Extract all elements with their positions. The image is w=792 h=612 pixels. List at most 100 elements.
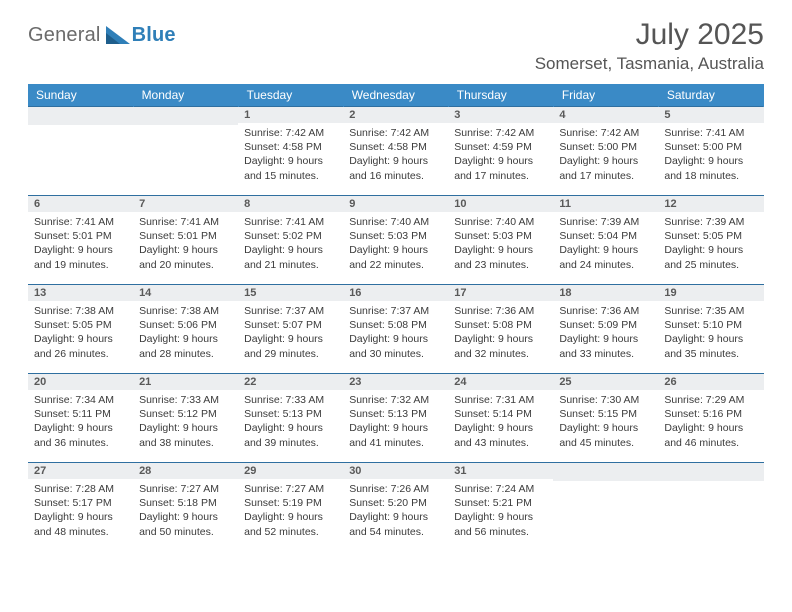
location-subtitle: Somerset, Tasmania, Australia (535, 54, 764, 74)
sunrise-line: Sunrise: 7:42 AM (454, 126, 547, 140)
brand-text-1: General (28, 24, 101, 47)
calendar-cell: 1Sunrise: 7:42 AMSunset: 4:58 PMDaylight… (238, 107, 343, 196)
day-number: 27 (28, 463, 133, 479)
day-number: 5 (658, 107, 763, 123)
brand-logo: General Blue (28, 18, 176, 47)
calendar-week-row: 20Sunrise: 7:34 AMSunset: 5:11 PMDayligh… (28, 374, 764, 463)
sunset-line: Sunset: 5:01 PM (139, 229, 232, 243)
daynum-bar-empty (553, 463, 658, 481)
weekday-header: Friday (553, 84, 658, 107)
calendar-cell: 31Sunrise: 7:24 AMSunset: 5:21 PMDayligh… (448, 463, 553, 552)
calendar-cell: 8Sunrise: 7:41 AMSunset: 5:02 PMDaylight… (238, 196, 343, 285)
calendar-cell: 13Sunrise: 7:38 AMSunset: 5:05 PMDayligh… (28, 285, 133, 374)
daylight-line: Daylight: 9 hours and 54 minutes. (349, 510, 442, 538)
sunset-line: Sunset: 5:03 PM (454, 229, 547, 243)
sunrise-line: Sunrise: 7:33 AM (244, 393, 337, 407)
sunrise-line: Sunrise: 7:36 AM (454, 304, 547, 318)
sunset-line: Sunset: 5:13 PM (349, 407, 442, 421)
weekday-header: Wednesday (343, 84, 448, 107)
day-number: 10 (448, 196, 553, 212)
day-number: 15 (238, 285, 343, 301)
day-number: 14 (133, 285, 238, 301)
daynum-bar-empty (658, 463, 763, 481)
daylight-line: Daylight: 9 hours and 25 minutes. (664, 243, 757, 271)
daylight-line: Daylight: 9 hours and 21 minutes. (244, 243, 337, 271)
day-number: 9 (343, 196, 448, 212)
sunset-line: Sunset: 5:00 PM (559, 140, 652, 154)
day-details: Sunrise: 7:42 AMSunset: 4:58 PMDaylight:… (343, 123, 448, 183)
sunset-line: Sunset: 4:58 PM (349, 140, 442, 154)
daynum-bar-empty (133, 107, 238, 125)
sunset-line: Sunset: 5:11 PM (34, 407, 127, 421)
sunrise-line: Sunrise: 7:41 AM (664, 126, 757, 140)
calendar-cell: 6Sunrise: 7:41 AMSunset: 5:01 PMDaylight… (28, 196, 133, 285)
sunset-line: Sunset: 4:59 PM (454, 140, 547, 154)
calendar-cell: 20Sunrise: 7:34 AMSunset: 5:11 PMDayligh… (28, 374, 133, 463)
sunset-line: Sunset: 5:14 PM (454, 407, 547, 421)
weekday-header: Sunday (28, 84, 133, 107)
daylight-line: Daylight: 9 hours and 18 minutes. (664, 154, 757, 182)
calendar-cell (28, 107, 133, 196)
calendar-cell: 21Sunrise: 7:33 AMSunset: 5:12 PMDayligh… (133, 374, 238, 463)
day-details: Sunrise: 7:32 AMSunset: 5:13 PMDaylight:… (343, 390, 448, 450)
daylight-line: Daylight: 9 hours and 22 minutes. (349, 243, 442, 271)
day-number: 8 (238, 196, 343, 212)
daylight-line: Daylight: 9 hours and 52 minutes. (244, 510, 337, 538)
day-details: Sunrise: 7:42 AMSunset: 4:58 PMDaylight:… (238, 123, 343, 183)
day-details: Sunrise: 7:40 AMSunset: 5:03 PMDaylight:… (448, 212, 553, 272)
sunset-line: Sunset: 5:15 PM (559, 407, 652, 421)
sunrise-line: Sunrise: 7:42 AM (349, 126, 442, 140)
calendar-cell: 24Sunrise: 7:31 AMSunset: 5:14 PMDayligh… (448, 374, 553, 463)
day-number: 7 (133, 196, 238, 212)
sunrise-line: Sunrise: 7:39 AM (559, 215, 652, 229)
day-details: Sunrise: 7:37 AMSunset: 5:07 PMDaylight:… (238, 301, 343, 361)
calendar-week-row: 6Sunrise: 7:41 AMSunset: 5:01 PMDaylight… (28, 196, 764, 285)
daylight-line: Daylight: 9 hours and 38 minutes. (139, 421, 232, 449)
day-number: 23 (343, 374, 448, 390)
calendar-cell: 26Sunrise: 7:29 AMSunset: 5:16 PMDayligh… (658, 374, 763, 463)
day-number: 6 (28, 196, 133, 212)
calendar-cell: 14Sunrise: 7:38 AMSunset: 5:06 PMDayligh… (133, 285, 238, 374)
sunset-line: Sunset: 5:06 PM (139, 318, 232, 332)
weekday-header: Saturday (658, 84, 763, 107)
day-details: Sunrise: 7:42 AMSunset: 4:59 PMDaylight:… (448, 123, 553, 183)
sunset-line: Sunset: 5:13 PM (244, 407, 337, 421)
sunrise-line: Sunrise: 7:30 AM (559, 393, 652, 407)
sunset-line: Sunset: 5:17 PM (34, 496, 127, 510)
day-details: Sunrise: 7:41 AMSunset: 5:01 PMDaylight:… (133, 212, 238, 272)
sunrise-line: Sunrise: 7:42 AM (559, 126, 652, 140)
calendar-cell: 22Sunrise: 7:33 AMSunset: 5:13 PMDayligh… (238, 374, 343, 463)
daylight-line: Daylight: 9 hours and 15 minutes. (244, 154, 337, 182)
daylight-line: Daylight: 9 hours and 23 minutes. (454, 243, 547, 271)
calendar-cell: 23Sunrise: 7:32 AMSunset: 5:13 PMDayligh… (343, 374, 448, 463)
daylight-line: Daylight: 9 hours and 46 minutes. (664, 421, 757, 449)
calendar-cell (133, 107, 238, 196)
day-details: Sunrise: 7:40 AMSunset: 5:03 PMDaylight:… (343, 212, 448, 272)
day-details: Sunrise: 7:39 AMSunset: 5:05 PMDaylight:… (658, 212, 763, 272)
day-details: Sunrise: 7:26 AMSunset: 5:20 PMDaylight:… (343, 479, 448, 539)
sunset-line: Sunset: 5:05 PM (34, 318, 127, 332)
calendar-week-row: 1Sunrise: 7:42 AMSunset: 4:58 PMDaylight… (28, 107, 764, 196)
daylight-line: Daylight: 9 hours and 33 minutes. (559, 332, 652, 360)
day-number: 26 (658, 374, 763, 390)
brand-text-2: Blue (132, 24, 176, 47)
calendar-cell: 4Sunrise: 7:42 AMSunset: 5:00 PMDaylight… (553, 107, 658, 196)
sunrise-line: Sunrise: 7:38 AM (139, 304, 232, 318)
calendar-cell (658, 463, 763, 552)
calendar-cell: 2Sunrise: 7:42 AMSunset: 4:58 PMDaylight… (343, 107, 448, 196)
day-number: 4 (553, 107, 658, 123)
sunset-line: Sunset: 5:07 PM (244, 318, 337, 332)
calendar-cell: 25Sunrise: 7:30 AMSunset: 5:15 PMDayligh… (553, 374, 658, 463)
day-number: 12 (658, 196, 763, 212)
sunset-line: Sunset: 5:20 PM (349, 496, 442, 510)
calendar-cell: 12Sunrise: 7:39 AMSunset: 5:05 PMDayligh… (658, 196, 763, 285)
daylight-line: Daylight: 9 hours and 50 minutes. (139, 510, 232, 538)
day-number: 24 (448, 374, 553, 390)
sunset-line: Sunset: 5:08 PM (454, 318, 547, 332)
sunrise-line: Sunrise: 7:41 AM (244, 215, 337, 229)
sunrise-line: Sunrise: 7:37 AM (349, 304, 442, 318)
day-number: 29 (238, 463, 343, 479)
sunrise-line: Sunrise: 7:42 AM (244, 126, 337, 140)
sunset-line: Sunset: 5:08 PM (349, 318, 442, 332)
sunrise-line: Sunrise: 7:40 AM (454, 215, 547, 229)
